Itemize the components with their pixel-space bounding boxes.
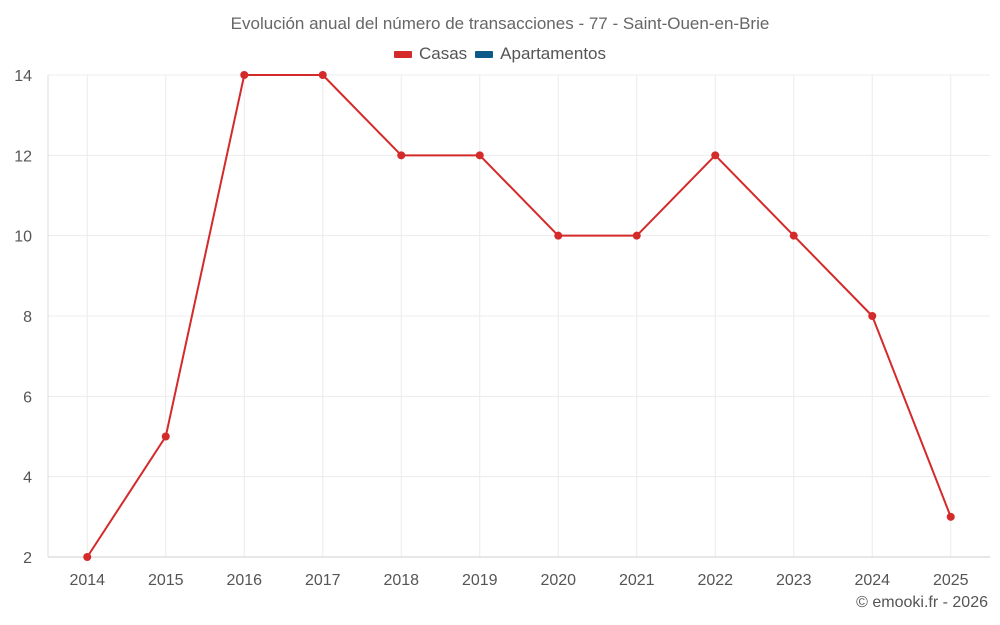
data-point-2017[interactable] bbox=[318, 71, 327, 79]
data-point-2019[interactable] bbox=[475, 151, 484, 160]
credit-text: © emooki.fr - 2026 bbox=[856, 594, 988, 611]
y-tick-label: 12 bbox=[14, 148, 32, 165]
data-point-2023[interactable] bbox=[789, 231, 798, 240]
y-tick-label: 6 bbox=[23, 389, 32, 406]
grid-lines bbox=[48, 74, 990, 558]
legend-swatch-apartamentos bbox=[475, 50, 494, 58]
y-tick-label: 4 bbox=[23, 470, 32, 487]
chart-title: Evolución anual del número de transaccio… bbox=[230, 14, 770, 33]
data-point-2024[interactable] bbox=[868, 312, 877, 320]
series-casas bbox=[83, 71, 955, 561]
data-point-2022[interactable] bbox=[711, 151, 720, 160]
legend-swatch-casas bbox=[393, 50, 412, 58]
y-tick-label: 8 bbox=[23, 309, 32, 326]
x-tick-label: 2021 bbox=[619, 572, 655, 589]
data-point-2015[interactable] bbox=[161, 432, 170, 441]
data-point-2020[interactable] bbox=[554, 231, 563, 240]
legend-label-apartamentos: Apartamentos bbox=[500, 44, 607, 63]
y-tick-label: 10 bbox=[14, 229, 32, 246]
y-tick-label: 2 bbox=[23, 550, 32, 567]
data-point-2018[interactable] bbox=[397, 151, 406, 160]
x-tick-label: 2022 bbox=[697, 572, 733, 589]
x-tick-label: 2014 bbox=[69, 572, 105, 589]
x-tick-label: 2018 bbox=[383, 572, 419, 589]
x-tick-label: 2015 bbox=[148, 572, 184, 589]
legend-item-apartamentos[interactable]: Apartamentos bbox=[475, 44, 606, 64]
x-tick-label: 2020 bbox=[540, 572, 576, 589]
data-point-2016[interactable] bbox=[240, 71, 249, 79]
data-point-2014[interactable] bbox=[83, 553, 92, 561]
data-point-2021[interactable] bbox=[632, 231, 641, 240]
legend-item-casas[interactable]: Casas bbox=[393, 44, 468, 64]
x-tick-label: 2025 bbox=[933, 572, 969, 589]
axes: 2 4 6 8 10 12 14 2014 2015 2016 2017 2018 2019 2020 20… bbox=[14, 68, 990, 589]
x-tick-label: 2023 bbox=[776, 572, 812, 589]
data-point-2025[interactable] bbox=[946, 512, 955, 521]
series-line-casas bbox=[86, 74, 952, 558]
x-tick-label: 2024 bbox=[854, 572, 890, 589]
x-tick-label: 2016 bbox=[226, 572, 262, 589]
legend-label-casas: Casas bbox=[418, 44, 468, 63]
y-tick-label: 14 bbox=[14, 68, 32, 85]
legend: Casas Apartamentos bbox=[0, 44, 1000, 64]
x-tick-label: 2019 bbox=[462, 572, 498, 589]
x-tick-label: 2017 bbox=[305, 572, 341, 589]
